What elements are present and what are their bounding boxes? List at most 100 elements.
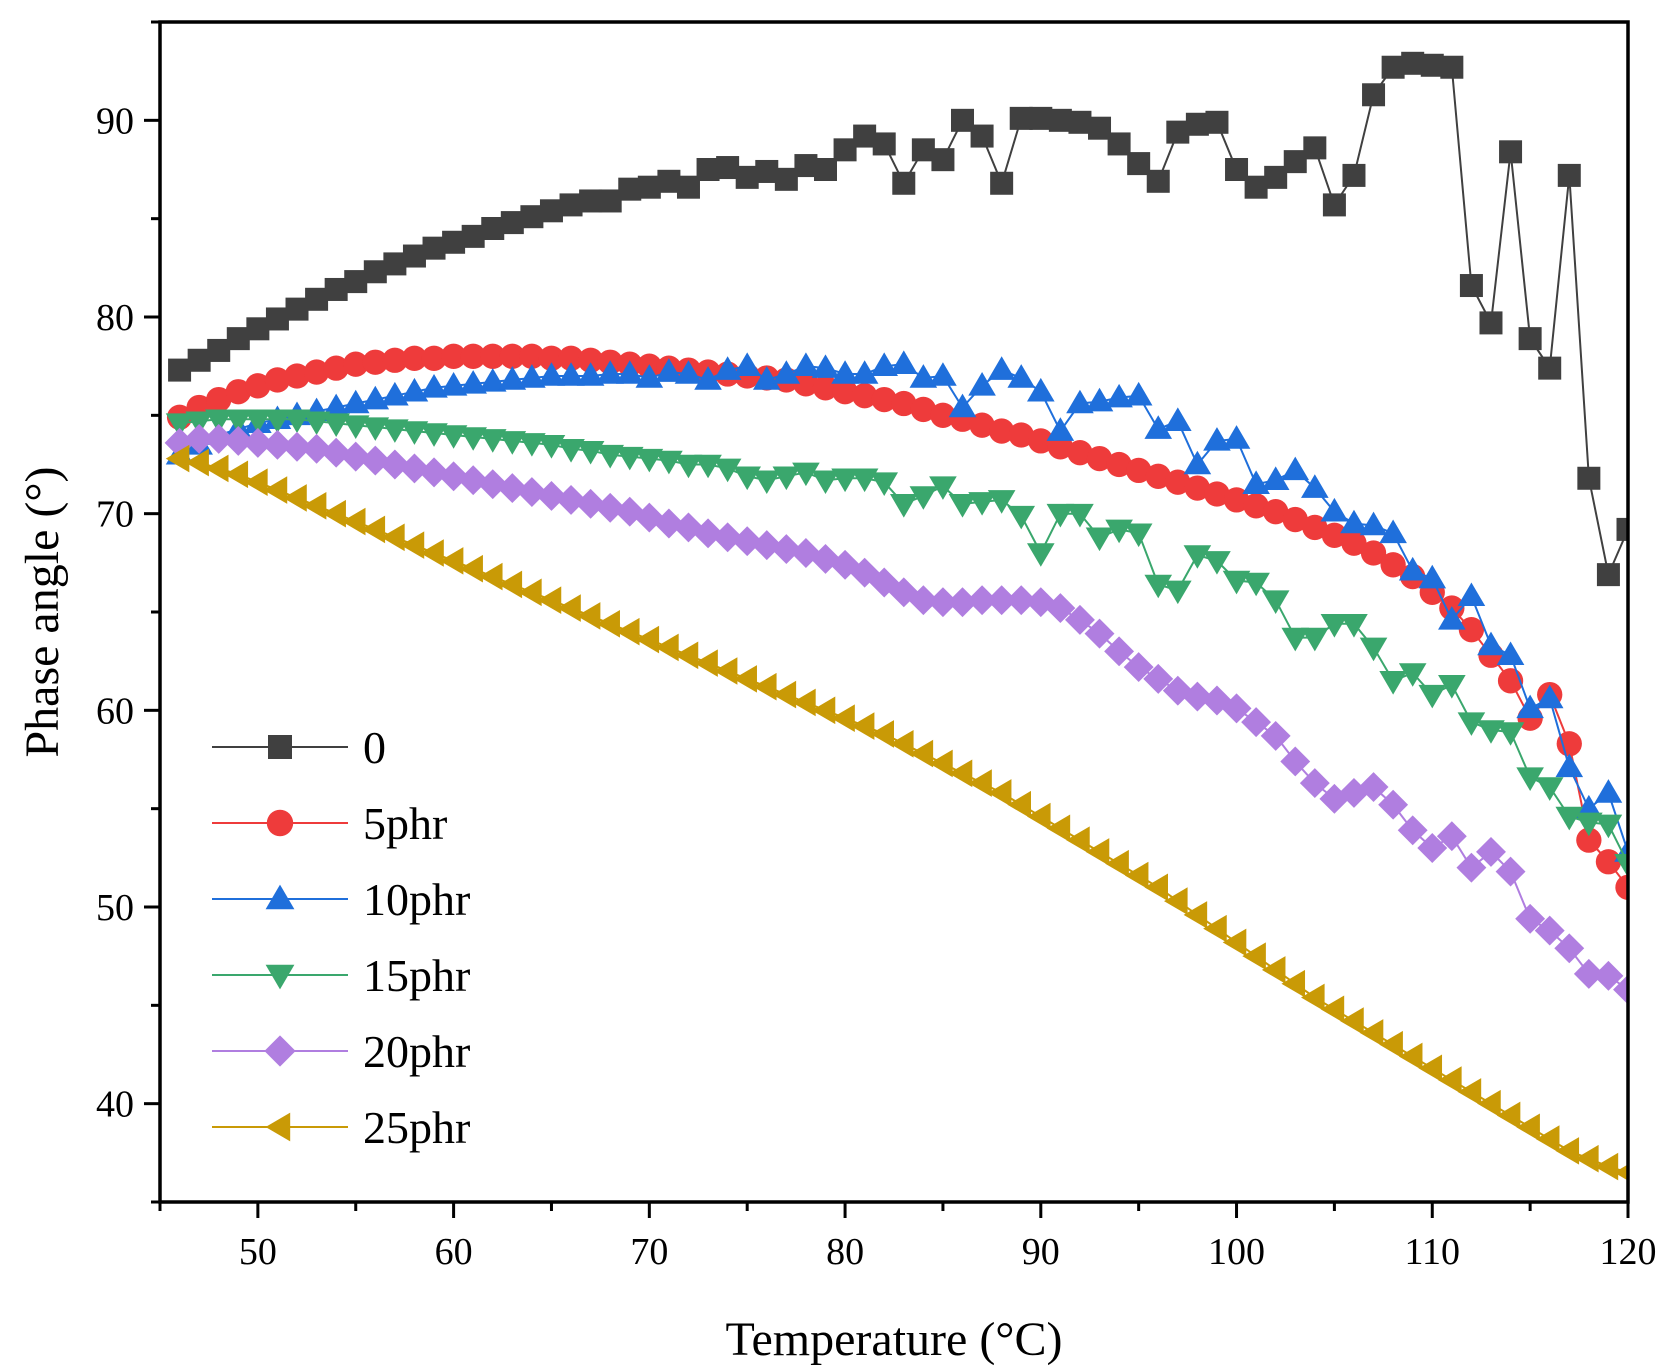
data-point	[596, 360, 624, 384]
data-point	[733, 665, 757, 693]
legend-label: 25phr	[363, 1102, 470, 1153]
data-point	[419, 457, 449, 488]
data-point	[1496, 1101, 1521, 1130]
data-point	[713, 458, 742, 483]
data-point	[1495, 856, 1526, 887]
x-tick-label: 100	[1208, 1231, 1265, 1273]
data-point	[1301, 474, 1329, 498]
data-point	[1203, 427, 1231, 451]
data-point	[1123, 652, 1154, 683]
data-point	[1499, 140, 1523, 164]
data-point	[1340, 1007, 1364, 1035]
data-point	[674, 360, 703, 384]
data-point	[831, 468, 859, 493]
data-point	[1183, 901, 1208, 929]
data-point	[831, 704, 855, 732]
data-point	[400, 377, 429, 402]
data-point	[537, 362, 566, 386]
data-point	[381, 419, 409, 443]
data-point	[909, 486, 938, 510]
data-point	[792, 462, 820, 487]
legend-label: 5phr	[363, 798, 447, 849]
data-point	[223, 425, 254, 456]
data-point	[497, 473, 528, 504]
data-point	[1515, 903, 1546, 934]
data-point	[634, 502, 665, 533]
data-point	[1105, 383, 1133, 408]
data-point	[1242, 572, 1270, 597]
data-point	[1479, 311, 1503, 335]
data-point	[246, 317, 270, 341]
data-point	[986, 585, 1017, 616]
data-point	[618, 177, 642, 201]
data-point	[478, 562, 503, 591]
data-point	[283, 409, 311, 434]
data-point	[264, 367, 291, 393]
data-point	[1594, 814, 1623, 839]
data-point	[301, 433, 332, 464]
data-point	[340, 441, 371, 472]
data-point	[1185, 112, 1209, 136]
data-point	[185, 448, 209, 477]
data-point	[1516, 767, 1544, 791]
data-point	[1064, 604, 1095, 635]
data-point	[909, 739, 934, 768]
y-tick-label: 50	[96, 887, 134, 929]
data-point	[1261, 956, 1286, 984]
data-point	[1183, 450, 1212, 475]
data-point	[871, 386, 897, 413]
data-point	[1104, 636, 1135, 667]
legend-marker	[265, 964, 295, 990]
legend-marker	[265, 1112, 291, 1142]
data-point	[1242, 470, 1270, 494]
data-point	[794, 154, 818, 178]
y-tick-label: 40	[96, 1084, 134, 1126]
data-point	[577, 347, 604, 373]
data-point	[1283, 150, 1307, 174]
data-point	[498, 570, 523, 599]
x-tick-label: 110	[1404, 1231, 1460, 1273]
data-point	[1221, 693, 1252, 724]
data-point	[851, 383, 878, 409]
data-point	[735, 165, 759, 189]
data-point	[657, 169, 681, 193]
data-point	[948, 393, 977, 418]
data-point	[967, 585, 998, 616]
data-point	[1457, 1078, 1482, 1106]
data-point	[1418, 1054, 1443, 1083]
data-point	[557, 438, 585, 463]
data-point	[850, 712, 875, 740]
data-point	[987, 779, 1012, 807]
data-point	[344, 270, 368, 294]
data-point	[694, 649, 718, 677]
data-point	[1164, 580, 1192, 605]
data-point	[420, 374, 448, 398]
data-point	[1068, 110, 1092, 134]
data-point	[283, 484, 307, 512]
data-point	[635, 448, 664, 473]
data-point	[1577, 466, 1601, 490]
x-tick-label: 70	[630, 1231, 668, 1273]
data-point	[987, 490, 1016, 514]
data-point	[833, 138, 857, 162]
data-point	[1145, 463, 1171, 489]
data-point	[187, 348, 211, 372]
data-point	[302, 411, 331, 436]
data-point	[1066, 503, 1094, 528]
data-point	[1457, 582, 1486, 607]
data-point	[477, 469, 508, 500]
data-point	[1438, 1066, 1462, 1094]
data-point	[442, 230, 466, 254]
data-point	[1593, 960, 1624, 991]
data-point	[1556, 731, 1582, 757]
data-point	[165, 413, 194, 437]
data-point	[1477, 720, 1505, 744]
data-point	[792, 688, 816, 717]
data-point	[1007, 505, 1036, 530]
x-tick-label: 90	[1022, 1231, 1060, 1273]
data-point	[772, 680, 797, 709]
data-point	[164, 427, 195, 458]
data-point	[1573, 958, 1604, 989]
